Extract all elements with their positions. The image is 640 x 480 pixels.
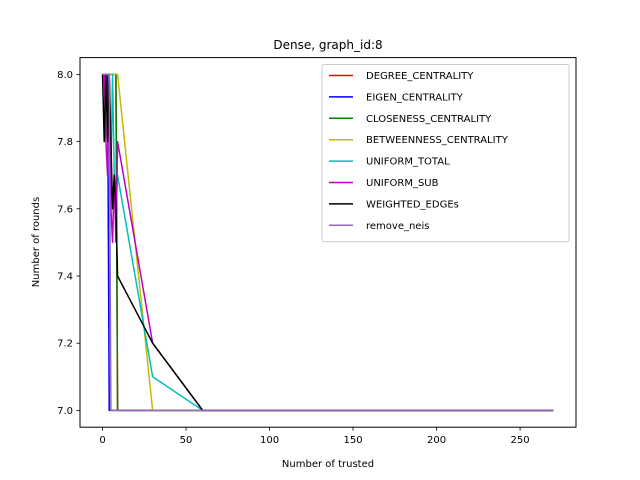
axes-frame [79,57,577,428]
legend-label: WEIGHTED_EDGEs [366,199,459,210]
y-axis-ticks: 7.0 7.2 7.4 7.6 7.8 8.0 [57,70,80,417]
x-tick-label: 150 [344,435,363,446]
y-tick-label: 7.0 [57,406,73,417]
y-tick-label: 8.0 [57,70,73,81]
x-tick-label: 50 [180,435,193,446]
legend-label: UNIFORM_SUB [366,178,439,189]
legend-label: BETWEENNESS_CENTRALITY [366,135,509,146]
y-tick-label: 7.4 [57,272,73,283]
y-axis-label: Number of rounds [31,197,42,287]
y-tick-label: 7.8 [57,137,73,148]
chart-title: Dense, graph_id:8 [273,38,382,52]
legend-label: remove_neis [366,221,429,232]
x-tick-label: 0 [99,435,105,446]
legend-label: UNIFORM_TOTAL [366,157,450,168]
y-tick-label: 7.2 [57,339,73,350]
series-line-remove-neis [102,73,554,412]
legend-frame [321,64,570,243]
legend: DEGREE_CENTRALITY EIGEN_CENTRALITY CLOSENE… [321,64,570,243]
x-axis-ticks: 0 50 100 150 200 250 [99,427,530,446]
y-tick-label: 7.6 [57,204,73,215]
plot-lines [101,73,554,412]
legend-label: EIGEN_CENTRALITY [366,92,464,103]
legend-label: DEGREE_CENTRALITY [366,71,474,82]
x-tick-label: 100 [260,435,279,446]
x-axis-label: Number of trusted [282,459,374,470]
x-tick-label: 200 [427,435,446,446]
x-tick-label: 250 [511,435,530,446]
legend-label: CLOSENESS_CENTRALITY [366,114,492,125]
